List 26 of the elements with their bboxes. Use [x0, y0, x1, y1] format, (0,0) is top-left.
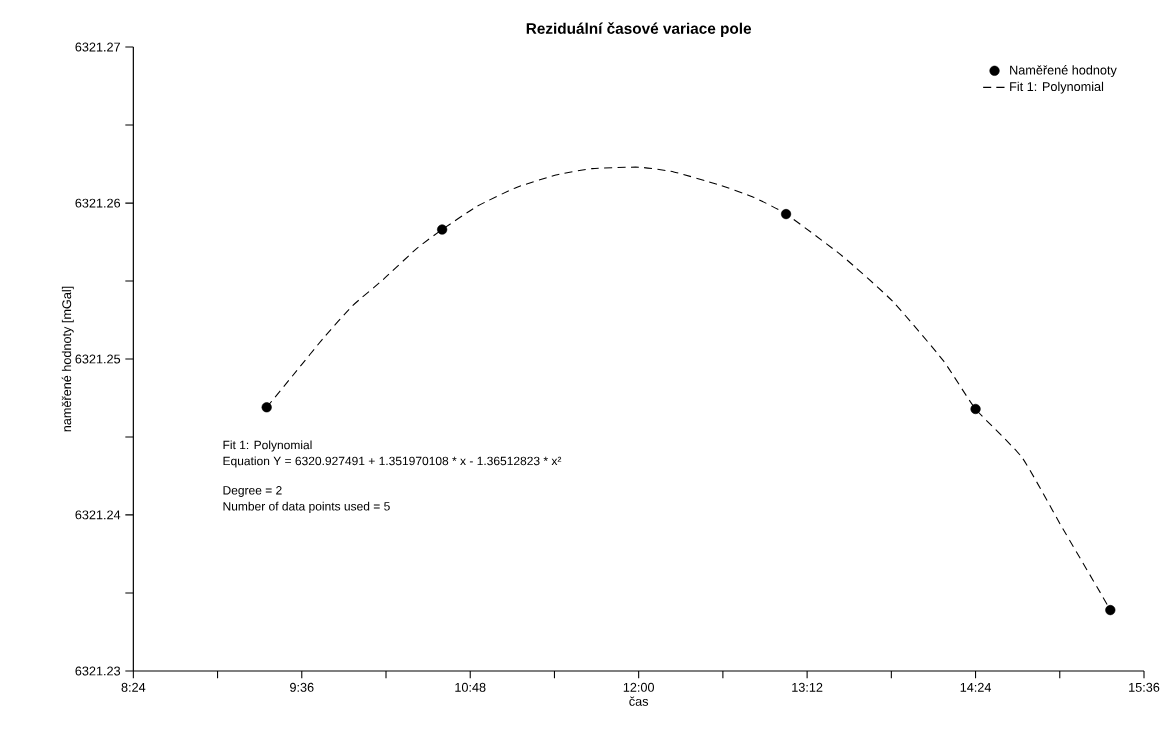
annotation: Equation Y = 6320.927491 + 1.351970108 * x - 1.36512823 * x²	[223, 456, 562, 468]
y-tick-label: 6321.25	[75, 354, 121, 364]
x-tick-label: 14:24	[960, 682, 992, 692]
y-tick-label: 6321.23	[75, 666, 121, 676]
y-tick-label: 6321.27	[75, 42, 120, 52]
x-tick-label: 13:12	[792, 682, 823, 692]
x-tick-label: 8:24	[121, 682, 146, 692]
annotation: Fit 1: Polynomial	[223, 440, 312, 452]
point	[1105, 605, 1116, 616]
x-tick-label: 12:00	[623, 682, 655, 692]
x-axis-title: čas	[629, 696, 649, 706]
legend-label: Naměřené hodnoty	[1010, 65, 1117, 78]
point	[437, 224, 448, 235]
y-tick-label: 6321.26	[75, 198, 121, 208]
chart-title: Reziduální časové variace pole	[526, 22, 752, 37]
point	[261, 402, 272, 413]
annotation: Number of data points used = 5	[223, 501, 390, 513]
x-tick-label: 15:36	[1129, 682, 1160, 692]
point	[970, 403, 981, 415]
legend-label: Fit 1: Polynomial	[1010, 81, 1104, 94]
y-tick-label: 6321.24	[75, 510, 121, 520]
x-tick-label: 9:36	[290, 682, 314, 692]
y-axis-title: naměřené hodnoty [mGal]	[61, 286, 74, 432]
annotation: Degree = 2	[223, 486, 282, 497]
point	[780, 209, 792, 220]
x-tick-label: 10:48	[455, 682, 486, 692]
